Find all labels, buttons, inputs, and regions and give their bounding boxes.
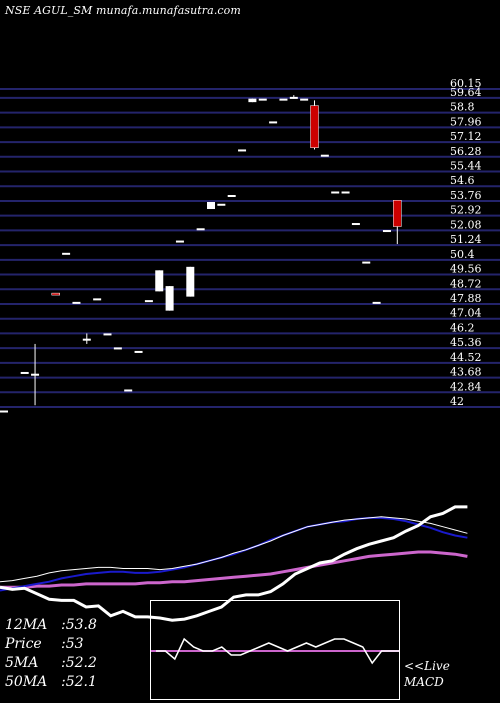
candle-body	[269, 121, 278, 124]
candle-body	[351, 223, 360, 226]
candle-body	[372, 301, 381, 304]
candle-body	[20, 371, 29, 374]
chart-title: NSE AGUL_SM munafa.munafasutra.com	[5, 4, 241, 17]
candle-body	[155, 270, 164, 292]
candle-body	[300, 98, 309, 101]
price-tick-label: 53.76	[450, 189, 482, 202]
candle-body	[279, 98, 288, 101]
price-tick-label: 54.6	[450, 174, 475, 187]
ma-stats: 12MA: 53.8 Price: 53 5MA: 52.2 50MA: 52.…	[5, 616, 97, 692]
candle-body	[196, 228, 205, 231]
candle-body	[331, 191, 340, 194]
price-tick-label: 50.4	[450, 248, 475, 261]
candle-body	[227, 195, 236, 197]
price-line	[0, 505, 468, 622]
candle-body	[320, 154, 329, 157]
macd-label: MACD	[404, 675, 444, 689]
candle-body	[165, 286, 174, 311]
candle-body	[310, 105, 319, 148]
ma-slow-line	[0, 550, 468, 589]
candle-body	[382, 230, 391, 233]
price-tick-label: 42.84	[450, 380, 482, 393]
candle-body	[51, 292, 60, 296]
price-tick-label: 49.56	[450, 263, 482, 276]
price-tick-label: 47.04	[450, 307, 482, 320]
candle-body	[207, 202, 215, 210]
candle-body	[186, 266, 195, 297]
candle-body	[82, 338, 91, 341]
price-tick-label: 57.96	[450, 115, 482, 128]
stat-price-value: 53	[65, 636, 84, 652]
candle-body	[362, 261, 371, 264]
price-tick-label: 47.88	[450, 292, 482, 305]
stat-12ma-value: 53.8	[65, 617, 97, 633]
macd-plot	[151, 637, 401, 665]
live-macd-label: <<Live MACD	[404, 658, 450, 690]
candle-body	[217, 203, 226, 206]
candle-body	[238, 149, 247, 152]
price-tick-label: 44.52	[450, 351, 482, 364]
price-tick-label: 43.68	[450, 366, 482, 379]
price-tick-label: 58.8	[450, 101, 475, 114]
stat-price-label: Price	[5, 636, 42, 652]
candle-body	[134, 350, 143, 353]
stat-50ma-value: 52.1	[65, 674, 97, 690]
stat-12ma-label: 12MA	[5, 617, 48, 633]
stat-row-12ma: 12MA: 53.8	[5, 617, 97, 633]
stat-row-50ma: 50MA: 52.1	[5, 674, 97, 690]
ma-mid-line	[0, 516, 468, 592]
candle-body	[258, 98, 267, 101]
stat-5ma-label: 5MA	[5, 655, 39, 671]
candle-body	[62, 252, 71, 255]
price-tick-label: 52.08	[450, 218, 482, 231]
candle-body	[393, 200, 402, 227]
price-tick-label: 56.28	[450, 145, 482, 158]
indicator-lines	[0, 505, 468, 622]
price-tick-label: 55.44	[450, 160, 482, 173]
candle-body	[103, 333, 112, 336]
stat-row-price: Price: 53	[5, 636, 84, 652]
macd-line	[156, 637, 401, 665]
candle-body	[124, 389, 133, 392]
stat-5ma-value: 52.2	[65, 655, 97, 671]
price-tick-label: 57.12	[450, 130, 482, 143]
candle-body	[93, 298, 102, 301]
price-tick-label: 60.15	[450, 77, 482, 90]
candle-body	[113, 347, 122, 350]
candle-body	[175, 240, 184, 243]
price-tick-label: 46.2	[450, 321, 475, 334]
candle-body	[72, 301, 81, 304]
price-tick-label: 45.36	[450, 336, 482, 349]
stat-50ma-label: 50MA	[5, 674, 48, 690]
price-tick-label: 48.72	[450, 277, 482, 290]
macd-panel	[150, 600, 401, 700]
price-gridlines	[0, 88, 500, 408]
stat-row-5ma: 5MA: 52.2	[5, 655, 97, 671]
candle-body	[0, 410, 8, 413]
ma-fast-line	[0, 516, 468, 583]
price-tick-label: 59.64	[450, 86, 482, 99]
candle-body	[144, 300, 153, 303]
live-label: <<Live	[404, 659, 450, 673]
candle-body	[31, 373, 40, 376]
candle-body	[248, 98, 257, 103]
price-tick-label: 42	[450, 395, 464, 408]
price-tick-label: 52.92	[450, 204, 482, 217]
candles	[0, 95, 402, 413]
candle-body	[341, 191, 350, 194]
price-tick-label: 51.24	[450, 233, 482, 246]
candle-body	[289, 96, 298, 99]
